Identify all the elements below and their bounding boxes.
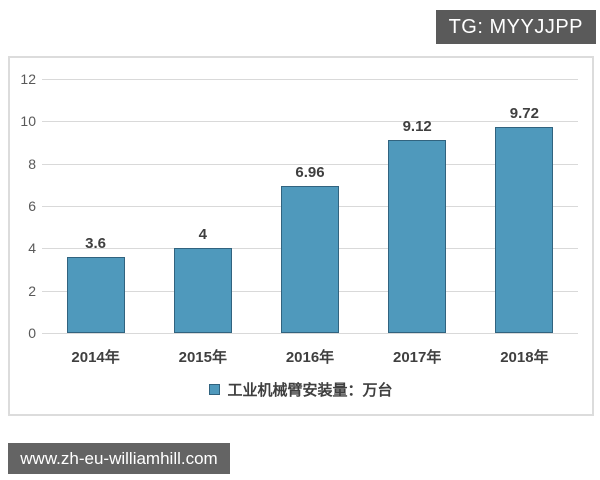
y-axis-tick-label: 6 [28, 198, 36, 214]
bar-2014年 [66, 256, 125, 333]
x-axis-tick-label: 2018年 [500, 349, 549, 366]
legend-label: 工业机械臂安装量：万台 [227, 382, 393, 399]
bar-2015年 [173, 248, 232, 333]
plot-area: 3.6 4 6.96 9.12 9.72 [42, 79, 578, 334]
y-axis-tick-label: 10 [20, 113, 36, 130]
y-axis-tick-label: 8 [28, 155, 36, 172]
bar-2016年 [281, 185, 339, 333]
bar-value-label: 9.12 [402, 117, 432, 135]
bar-2018年 [495, 127, 554, 333]
x-axis-tick-label: 2014年 [71, 349, 120, 366]
bar-value-label: 9.72 [509, 105, 539, 123]
gridline [42, 121, 578, 123]
legend: 工业机械臂安装量：万台 [10, 379, 592, 400]
telegram-watermark-badge: TG: MYYJJPP [435, 10, 596, 44]
y-axis-tick-label: 12 [20, 71, 36, 87]
chart-panel: 3.6 4 6.96 9.12 9.72 0 2 4 6 8 10 12 2014年 2015年 201… [8, 56, 594, 416]
gridline [42, 333, 578, 334]
bar-value-label: 3.6 [85, 234, 107, 252]
y-axis-tick-label: 4 [28, 240, 36, 257]
x-axis-tick-label: 2016年 [285, 349, 335, 366]
gridline [42, 163, 578, 165]
legend-swatch-icon [209, 384, 221, 395]
website-watermark-badge: www.zh-eu-williamhill.com [8, 443, 230, 474]
y-axis-tick-label: 0 [28, 325, 36, 341]
x-axis-tick-label: 2017年 [393, 349, 442, 366]
y-axis-tick-label: 2 [28, 282, 36, 299]
bar-value-label: 4 [198, 226, 207, 244]
x-axis-tick-label: 2015年 [178, 349, 227, 366]
gridline [42, 79, 578, 80]
bar-value-label: 6.96 [295, 163, 325, 181]
bar-2017年 [388, 139, 447, 333]
